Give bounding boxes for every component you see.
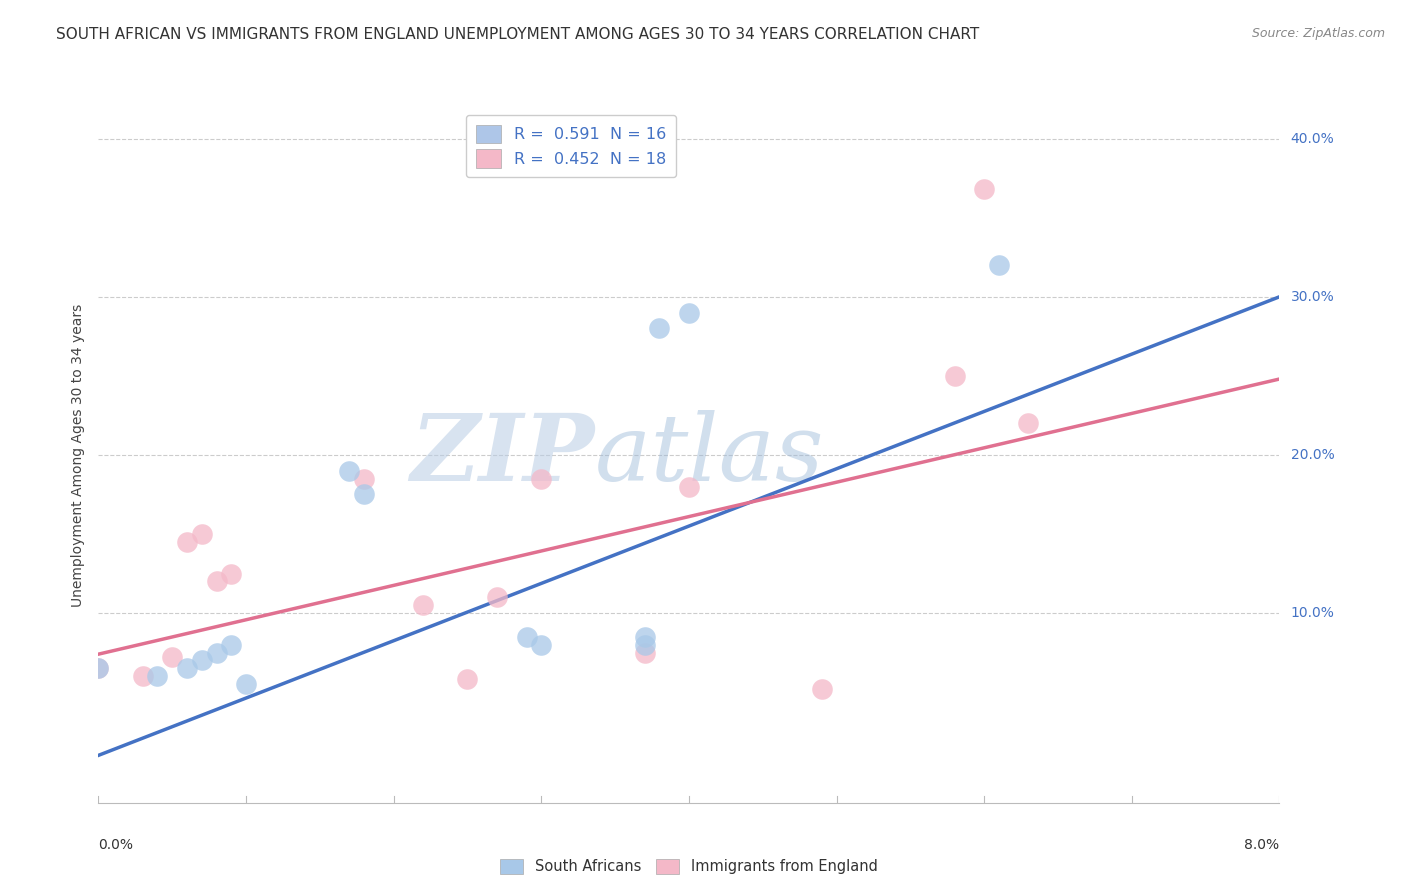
Point: [205, 646, 228, 660]
Point: [205, 574, 228, 589]
Text: 30.0%: 30.0%: [1291, 290, 1334, 304]
Point: [633, 646, 655, 660]
Text: Source: ZipAtlas.com: Source: ZipAtlas.com: [1251, 27, 1385, 40]
Point: [678, 479, 700, 493]
Point: [87, 661, 110, 675]
Text: atlas: atlas: [595, 410, 824, 500]
Y-axis label: Unemployment Among Ages 30 to 34 years: Unemployment Among Ages 30 to 34 years: [70, 303, 84, 607]
Point: [633, 638, 655, 652]
Legend: R =  0.591  N = 16, R =  0.452  N = 18: R = 0.591 N = 16, R = 0.452 N = 18: [465, 115, 676, 178]
Point: [353, 472, 375, 486]
Text: 10.0%: 10.0%: [1291, 606, 1334, 620]
Point: [633, 630, 655, 644]
Point: [176, 661, 198, 675]
Point: [973, 182, 995, 196]
Text: 40.0%: 40.0%: [1291, 132, 1334, 145]
Legend: South Africans, Immigrants from England: South Africans, Immigrants from England: [494, 853, 884, 880]
Text: 0.0%: 0.0%: [98, 838, 134, 852]
Point: [191, 653, 214, 667]
Point: [987, 258, 1010, 272]
Text: ZIP: ZIP: [411, 410, 595, 500]
Point: [87, 661, 110, 675]
Point: [412, 598, 434, 612]
Point: [810, 681, 832, 696]
Point: [678, 305, 700, 319]
Point: [146, 669, 169, 683]
Point: [515, 630, 537, 644]
Text: 8.0%: 8.0%: [1244, 838, 1279, 852]
Point: [235, 677, 257, 691]
Text: SOUTH AFRICAN VS IMMIGRANTS FROM ENGLAND UNEMPLOYMENT AMONG AGES 30 TO 34 YEARS : SOUTH AFRICAN VS IMMIGRANTS FROM ENGLAND…: [56, 27, 980, 42]
Point: [219, 566, 242, 581]
Point: [648, 321, 671, 335]
Point: [132, 669, 155, 683]
Point: [530, 638, 553, 652]
Point: [337, 464, 360, 478]
Point: [219, 638, 242, 652]
Point: [456, 673, 478, 687]
Text: 20.0%: 20.0%: [1291, 448, 1334, 462]
Point: [162, 650, 183, 665]
Point: [943, 368, 966, 383]
Point: [176, 534, 198, 549]
Point: [1017, 417, 1039, 431]
Point: [530, 472, 553, 486]
Point: [191, 527, 214, 541]
Point: [485, 591, 508, 605]
Point: [353, 487, 375, 501]
